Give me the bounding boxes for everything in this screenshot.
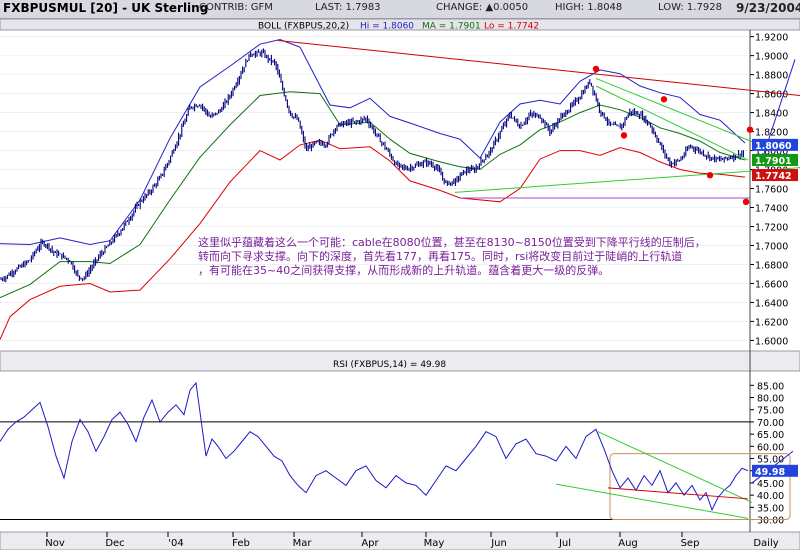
price-tick-label: 1.6800 — [755, 260, 788, 271]
x-axis-label: Aug — [618, 538, 638, 549]
rsi-subheader-bar — [0, 350, 800, 372]
x-axis-label: Dec — [105, 538, 124, 549]
last-value-label: 1.8060 — [755, 141, 792, 152]
price-tick-label: 1.6400 — [755, 298, 788, 309]
rsi-tick-label: 30.00 — [757, 516, 784, 527]
price-tick-label: 1.7400 — [755, 204, 788, 215]
price-tick-label: 1.6000 — [755, 336, 788, 347]
price-subheader-bar — [0, 18, 800, 31]
rsi-tick-label: 55.00 — [757, 455, 784, 466]
rsi-tick-label: 80.00 — [757, 394, 784, 405]
bollinger-lower-line — [0, 139, 746, 340]
chart-background — [0, 19, 800, 550]
annotation-line: 转而向下寻求支撑。向下的深度，首先看177，再看175。同时，rsi将改变目前过… — [198, 250, 683, 263]
boll-legend-lo: Lo = 1.7742 — [484, 22, 539, 32]
x-axis-label: '04 — [168, 538, 183, 549]
rsi-tick-label: 75.00 — [757, 406, 784, 417]
price-trendline-green-support — [454, 167, 800, 193]
rsi-last-value-box — [752, 464, 798, 477]
header-bar: FXBPUSMUL [20] - UK Sterling CONTRIB: GF… — [0, 0, 800, 19]
x-axis-label: Apr — [361, 538, 379, 549]
rsi-trendline-green-lower — [555, 483, 749, 519]
last-label: LAST: 1.7983 — [315, 2, 381, 13]
price-tick-label: 1.8000 — [755, 147, 788, 158]
x-axis-label: Nov — [45, 538, 65, 549]
price-marker-dot — [620, 132, 628, 139]
rsi-tick-label: 35.00 — [757, 503, 784, 514]
price-marker-dot — [706, 172, 714, 179]
rsi-trendline-green-upper — [597, 431, 753, 503]
boll-subtitle: BOLL (FXBPUS,20,2) — [258, 22, 349, 32]
rsi-highlight-box — [609, 453, 791, 521]
annotation-line: ，有可能在35~40之间获得支撑，从而形成新的上升轨道。蕴含着更大一级的反弹。 — [198, 264, 610, 277]
rsi-tick-label: 60.00 — [757, 442, 784, 453]
price-tick-label: 1.7600 — [755, 185, 788, 196]
price-tick-label: 1.8400 — [755, 109, 788, 120]
x-axis-label: Jun — [490, 538, 507, 549]
high-label: HIGH: 1.8048 — [555, 2, 623, 13]
price-tick-label: 1.6200 — [755, 317, 788, 328]
price-tick-label: 1.7000 — [755, 241, 788, 252]
price-marker-dot — [742, 198, 750, 206]
x-axis-label: Jul — [558, 538, 571, 549]
last-value-box — [752, 138, 798, 151]
price-trendline-red-resistance — [277, 39, 800, 96]
low-label: LOW: 1.7928 — [658, 2, 722, 13]
price-tick-label: 1.8600 — [755, 90, 788, 101]
x-axis-label: Mar — [293, 538, 313, 549]
price-tick-label: 1.8200 — [755, 128, 788, 139]
x-axis-bar — [0, 531, 800, 550]
x-axis-label: Feb — [232, 538, 250, 549]
price-tick-label: 1.9000 — [755, 52, 788, 63]
rsi-tick-label: 65.00 — [757, 430, 784, 441]
bollinger-mid-line — [0, 91, 746, 299]
symbol-title[interactable]: FXBPUSMUL [20] - UK Sterling — [3, 1, 209, 15]
rsi-tick-label: 70.00 — [757, 418, 784, 429]
price-trendline-green-lower — [595, 85, 749, 161]
boll-legend-hi: Hi = 1.8060 — [360, 22, 414, 32]
change-label: CHANGE: ▲0.0050 — [436, 2, 529, 13]
x-axis-label: Sep — [681, 538, 700, 549]
last-value-label: 1.7742 — [755, 171, 792, 182]
price-marker-dot — [660, 96, 668, 103]
last-value-label: 1.7901 — [755, 156, 792, 167]
x-axis-label: May — [424, 538, 445, 549]
annotation-line: 这里似乎蕴藏着这么一个可能：cable在8080位置，甚至在8130~8150位… — [198, 236, 706, 249]
last-value-box — [752, 169, 798, 182]
annotation-text: 这里似乎蕴藏着这么一个可能：cable在8080位置，甚至在8130~8150位… — [198, 236, 758, 278]
rsi-tick-label: 45.00 — [757, 479, 784, 490]
rsi-tick-label: 85.00 — [757, 381, 784, 392]
price-tick-label: 1.7200 — [755, 222, 788, 233]
price-marker-dot — [746, 126, 754, 133]
bollinger-upper-line — [0, 38, 746, 246]
price-tick-label: 1.6600 — [755, 279, 788, 290]
rsi-last-value-label: 49.98 — [755, 467, 785, 478]
price-tick-label: 1.9200 — [755, 33, 788, 44]
rsi-trendline-red-line — [607, 487, 749, 500]
contrib-label: CONTRIB: GFM — [199, 2, 273, 13]
x-axis-label: Daily — [753, 538, 778, 549]
rsi-line — [0, 381, 749, 512]
price-tick-label: 1.8800 — [755, 71, 788, 82]
rsi-subtitle: RSI (FXBPUS,14) = 49.98 — [333, 360, 446, 370]
last-value-box — [752, 153, 798, 166]
price-trendline-green-upper — [595, 77, 761, 146]
date-label: 9/23/2004 — [736, 1, 800, 15]
boll-legend-ma: MA = 1.7901 — [422, 22, 481, 32]
price-marker-dot — [592, 65, 600, 73]
rsi-tick-label: 40.00 — [757, 491, 784, 502]
